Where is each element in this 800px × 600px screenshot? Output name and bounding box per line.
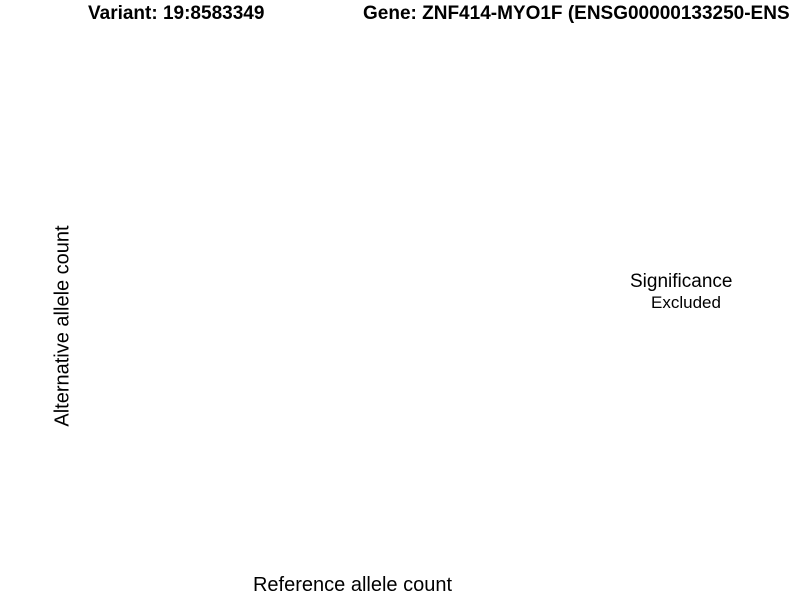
x-axis-label: Reference allele count [252,574,452,596]
legend-key [631,294,649,312]
legend-title: Significance [630,271,733,292]
legend-item: Excluded [630,293,732,313]
legend-point-icon [634,299,641,306]
plot-title-gene: Gene: ZNF414-MYO1F (ENSG00000133250-ENS [363,3,790,24]
legend: Significance Excluded [630,271,732,313]
plot-title-variant: Variant: 19:8583349 [88,3,265,24]
legend-item-label: Excluded [651,293,721,312]
y-axis-label: Alternative allele count [51,225,74,427]
